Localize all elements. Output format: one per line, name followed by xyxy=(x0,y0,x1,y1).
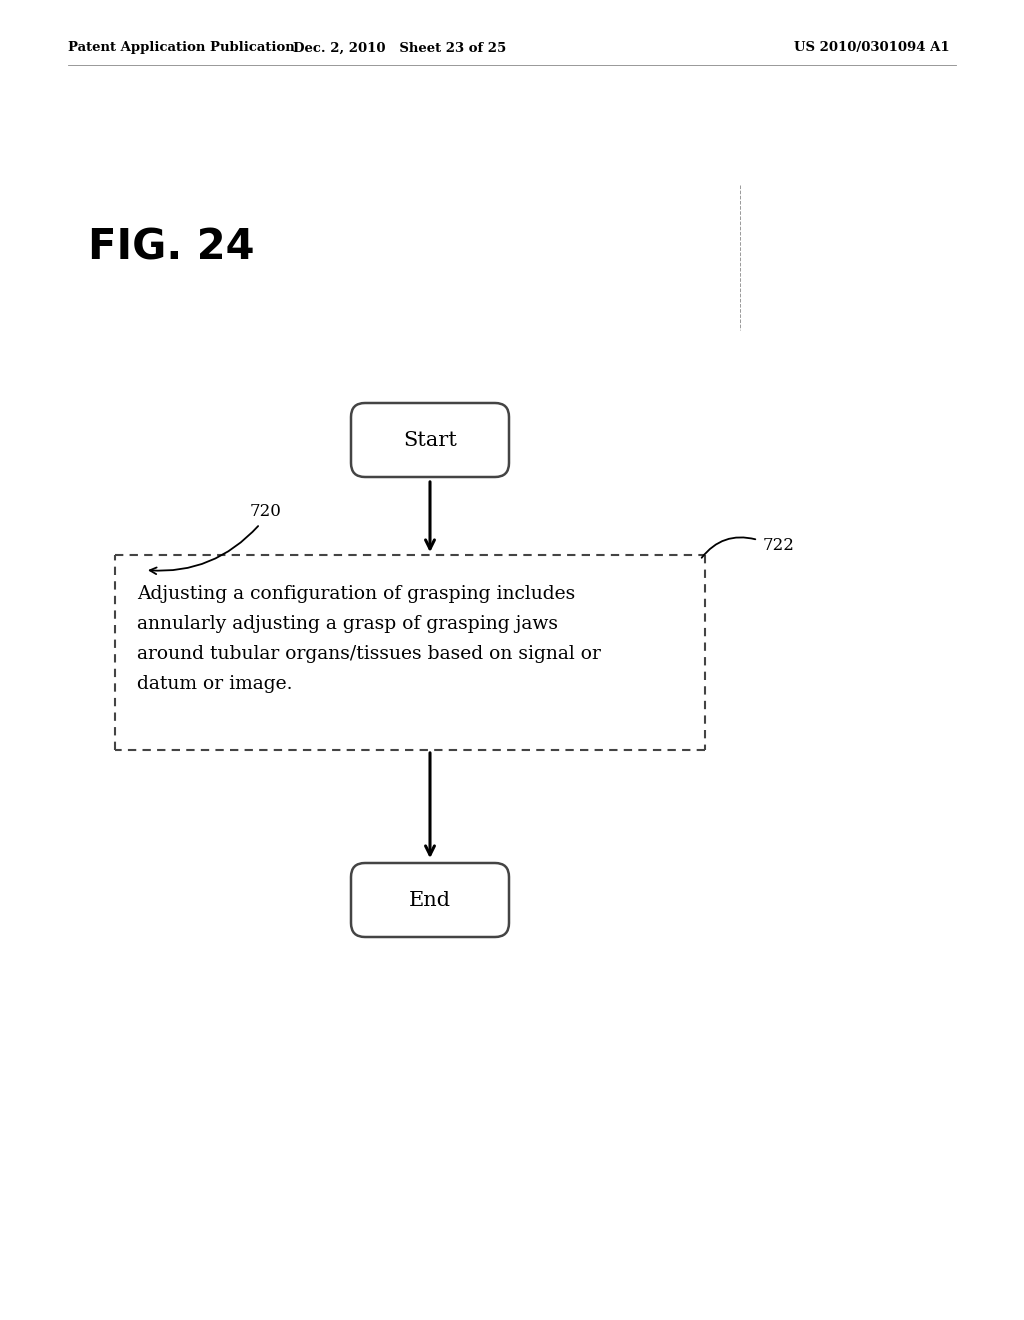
FancyBboxPatch shape xyxy=(351,403,509,477)
Text: around tubular organs/tissues based on signal or: around tubular organs/tissues based on s… xyxy=(137,645,601,663)
Text: annularly adjusting a grasp of grasping jaws: annularly adjusting a grasp of grasping … xyxy=(137,615,558,634)
Text: Dec. 2, 2010   Sheet 23 of 25: Dec. 2, 2010 Sheet 23 of 25 xyxy=(293,41,507,54)
Text: End: End xyxy=(409,891,451,909)
Text: Patent Application Publication: Patent Application Publication xyxy=(68,41,295,54)
Text: FIG. 24: FIG. 24 xyxy=(88,227,255,269)
Text: US 2010/0301094 A1: US 2010/0301094 A1 xyxy=(795,41,950,54)
FancyBboxPatch shape xyxy=(351,863,509,937)
Text: 722: 722 xyxy=(763,536,795,553)
Text: 720: 720 xyxy=(250,503,282,520)
Text: Start: Start xyxy=(403,430,457,450)
Text: Adjusting a configuration of grasping includes: Adjusting a configuration of grasping in… xyxy=(137,585,575,603)
Text: datum or image.: datum or image. xyxy=(137,675,293,693)
